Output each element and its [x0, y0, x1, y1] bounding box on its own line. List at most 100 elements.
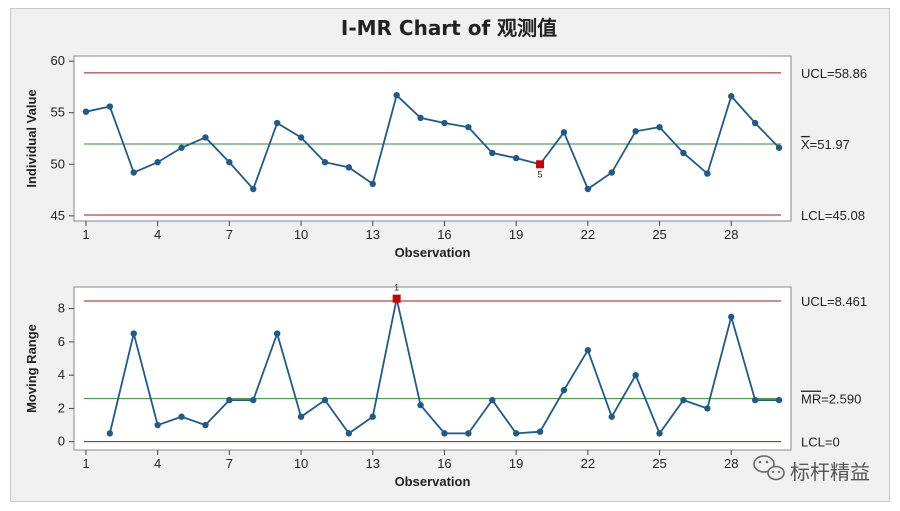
ind-data-point — [178, 144, 185, 151]
ind-data-point — [632, 128, 639, 135]
ind-data-point — [704, 170, 711, 177]
ind-data-point — [512, 154, 520, 162]
watermark-text: 标杆精益 — [790, 460, 870, 484]
ind-center-symbol: X — [801, 137, 810, 152]
mr-y-axis-title: Moving Range — [24, 324, 39, 413]
mr-data-point — [273, 330, 281, 337]
mr-data-point — [560, 386, 568, 394]
mr-data-point — [728, 313, 735, 321]
mr-center-value: =2.590 — [821, 392, 861, 407]
mr-data-point — [417, 401, 424, 409]
mr-x-tick-label: 25 — [652, 456, 666, 471]
mr-data-point — [178, 413, 185, 420]
mr-y-tick-label: 6 — [58, 334, 65, 349]
ind-x-tick-label: 10 — [294, 227, 308, 242]
ind-data-point — [584, 185, 592, 193]
mr-x-tick-label: 28 — [724, 456, 738, 471]
ind-data-point — [465, 123, 472, 131]
ind-data-point — [202, 134, 209, 141]
mr-flagged-point — [392, 294, 401, 303]
ind-x-tick-label: 16 — [437, 227, 451, 242]
ind-x-tick-label: 19 — [509, 227, 523, 242]
ind-x-tick-label: 22 — [581, 227, 595, 242]
ind-data-point — [106, 103, 114, 110]
mr-data-point — [751, 396, 759, 404]
wechat-icon — [753, 455, 785, 481]
ind-data-point — [82, 108, 90, 115]
mr-x-tick-label: 10 — [294, 456, 308, 471]
ind-data-point — [321, 159, 329, 166]
mr-center-label: MR=2.590 — [801, 392, 861, 407]
ind-series-line — [85, 93, 780, 191]
ind-data-point — [775, 144, 783, 151]
ind-y-tick-label: 55 — [51, 105, 65, 120]
ind-x-tick-label: 4 — [154, 227, 161, 242]
mr-data-point — [775, 396, 783, 404]
ind-data-point — [560, 129, 568, 136]
mr-ucl-label: UCL=8.461 — [801, 294, 867, 309]
ind-y-tick-label: 60 — [51, 53, 65, 68]
mr-data-point — [656, 430, 663, 437]
ind-y-axis-title: Individual Value — [24, 89, 39, 187]
mr-data-point — [632, 371, 639, 379]
ind-x-tick-label: 25 — [652, 227, 666, 242]
mr-data-point — [369, 413, 376, 420]
mr-data-point — [536, 428, 544, 435]
ind-x-tick-label: 28 — [724, 227, 738, 242]
ind-data-point — [728, 93, 735, 100]
mr-data-point — [704, 405, 711, 412]
ind-data-point — [273, 119, 281, 127]
ind-panel: 45 50 55 60 1 4 7 10 13 16 19 22 25 28 Observation Indi… — [24, 53, 867, 260]
ind-data-point — [393, 91, 400, 99]
mr-y-tick-label: 0 — [58, 434, 65, 449]
mr-y-tick-label: 8 — [58, 301, 65, 316]
ind-x-axis-title: Observation — [395, 245, 471, 260]
mr-x-tick-label: 1 — [82, 456, 89, 471]
ind-data-point — [489, 149, 496, 157]
mr-data-point — [202, 421, 209, 429]
ind-data-point — [680, 149, 687, 157]
ind-data-point — [608, 169, 615, 176]
ind-plot-area — [73, 55, 792, 222]
mr-y-tick-label: 4 — [58, 367, 65, 382]
ind-data-point — [130, 169, 137, 176]
mr-flag-label: 1 — [394, 283, 399, 293]
mr-center-symbol: MR — [801, 392, 821, 407]
mr-data-point — [465, 430, 472, 437]
watermark: 标杆精益 — [753, 455, 870, 484]
mr-data-point — [130, 330, 137, 337]
ind-data-point — [369, 180, 376, 188]
ind-data-point — [751, 119, 759, 127]
ind-flagged-point — [536, 160, 545, 169]
mr-panel: 0 2 4 6 8 1 4 7 10 13 16 19 22 25 28 Observation Moving … — [24, 283, 867, 489]
ind-data-point — [297, 134, 305, 141]
mr-x-tick-label: 4 — [154, 456, 161, 471]
chart-title: I-MR Chart of 观测值 — [341, 16, 557, 40]
mr-data-point — [608, 413, 615, 420]
mr-x-tick-label: 7 — [226, 456, 233, 471]
mr-y-tick-label: 2 — [58, 400, 65, 415]
mr-data-point — [441, 430, 448, 437]
mr-data-point — [321, 396, 329, 404]
ind-flag-label: 5 — [538, 169, 543, 179]
ind-center-label: X=51.97 — [801, 137, 850, 152]
ind-data-point — [656, 123, 663, 131]
mr-x-tick-label: 19 — [509, 456, 523, 471]
ind-lcl-label: LCL=45.08 — [801, 208, 865, 223]
ind-data-point — [417, 114, 424, 122]
ind-data-point — [154, 159, 161, 166]
mr-data-point — [680, 396, 687, 404]
ind-data-point — [226, 159, 233, 166]
mr-x-tick-label: 22 — [581, 456, 595, 471]
ind-data-point — [441, 119, 448, 127]
mr-x-tick-label: 16 — [437, 456, 451, 471]
ind-center-value: =51.97 — [810, 137, 850, 152]
mr-data-point — [345, 430, 353, 437]
ind-data-point — [345, 164, 353, 171]
ind-x-tick-label: 7 — [226, 227, 233, 242]
mr-data-point — [584, 347, 592, 354]
mr-data-point — [489, 396, 496, 404]
mr-x-tick-label: 13 — [366, 456, 380, 471]
mr-plot-area — [73, 286, 792, 451]
